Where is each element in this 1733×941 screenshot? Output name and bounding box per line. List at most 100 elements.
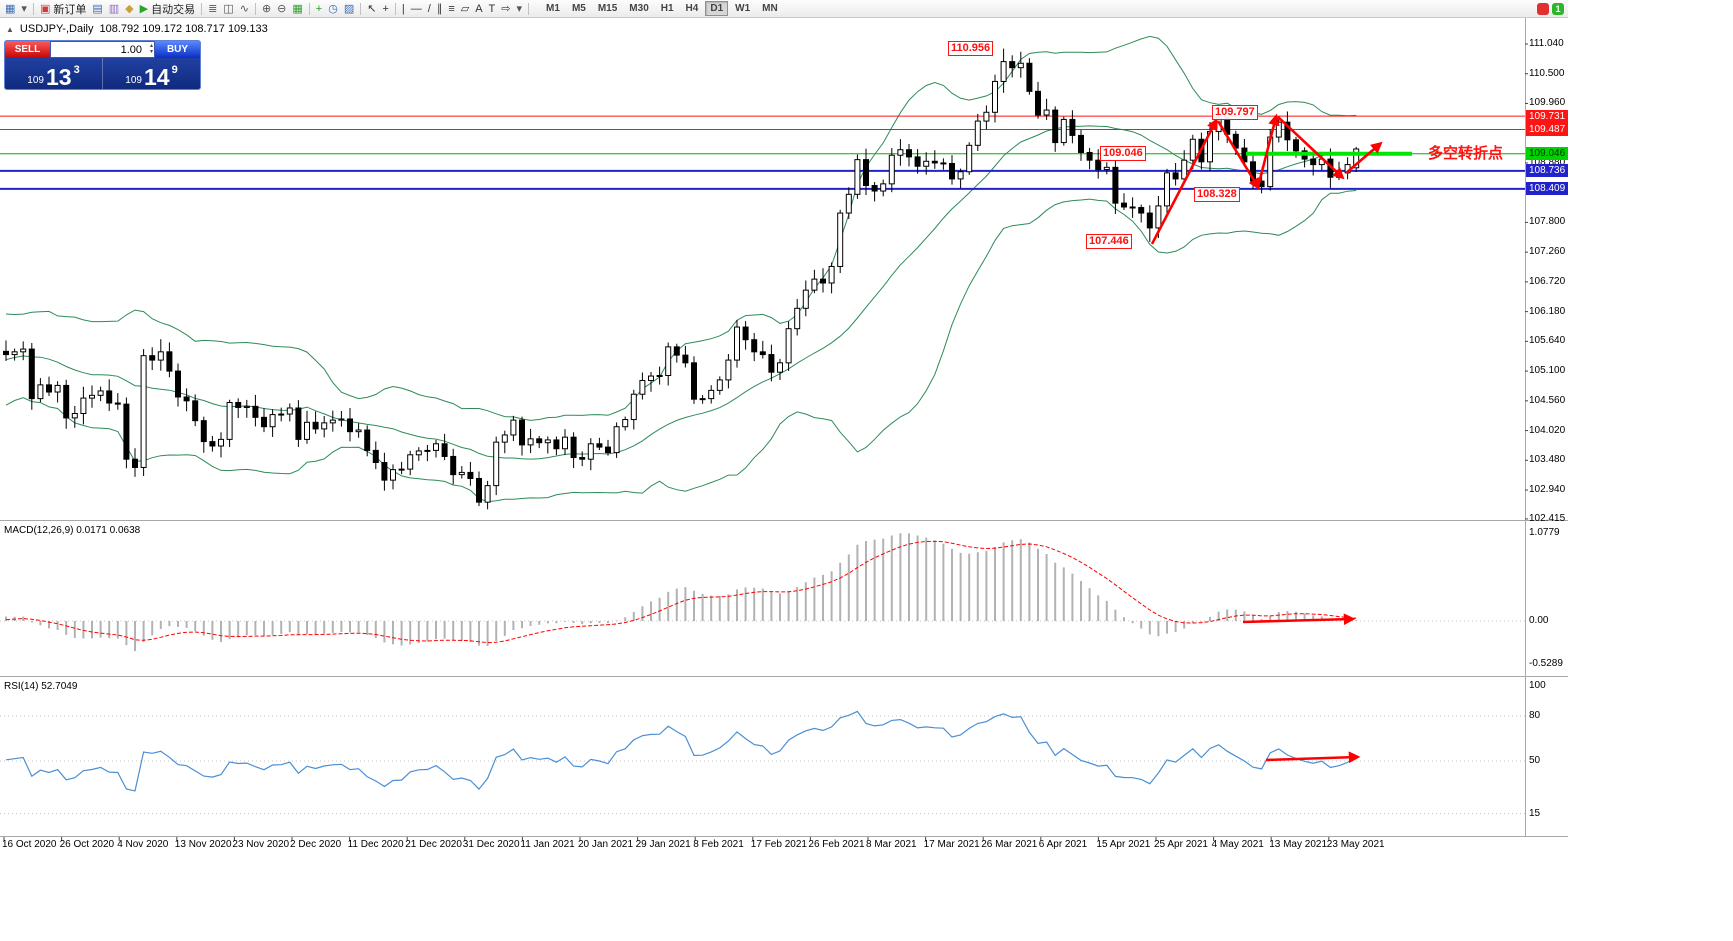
line-chart-icon-glyph: ∿ — [239, 2, 249, 15]
trendline-icon[interactable]: / — [425, 1, 434, 17]
timeframe-h4-button[interactable]: H4 — [685, 3, 699, 14]
autotrading-glyph: ▶ — [139, 2, 149, 15]
panel-splitter[interactable] — [0, 835, 1568, 839]
sell-price-display[interactable]: 109 13 3 — [5, 58, 103, 90]
price-badge: 108.736 — [1526, 164, 1569, 178]
arrows-tool-icon[interactable]: ⇨ — [498, 1, 513, 17]
line-chart-icon[interactable]: ∿ — [237, 1, 252, 17]
indicators-icon[interactable]: + — [313, 1, 325, 17]
macd-signal-line — [5, 540, 1357, 644]
price-annotation: 108.328 — [1194, 187, 1240, 202]
vertical-line-icon[interactable]: | — [399, 1, 408, 17]
time-axis-label: 25 Apr 2021 — [1154, 839, 1208, 850]
panel-splitter[interactable] — [0, 675, 1568, 679]
timeframe-d1-button[interactable]: D1 — [705, 1, 729, 16]
timeframe-m1-button[interactable]: M1 — [546, 3, 560, 14]
indicators-icon-glyph: + — [315, 2, 323, 15]
zoom-out-icon[interactable]: ⊖ — [274, 1, 289, 17]
timeframe-h1-button[interactable]: H1 — [660, 3, 674, 14]
buy-price-prefix: 109 — [125, 75, 142, 86]
text-label-icon[interactable]: T — [486, 1, 499, 17]
cursor-icon[interactable]: ↖ — [364, 1, 379, 17]
timeframe-m30-button[interactable]: M30 — [629, 3, 649, 14]
price-axis-label: 108.880 — [1529, 156, 1566, 168]
ohlc-readout: 108.792 109.172 108.717 109.133 — [99, 23, 268, 35]
sell-price-big-digits: 13 — [45, 64, 72, 90]
zoom-in-icon[interactable]: ⊕ — [259, 1, 274, 17]
toolbar-separator — [360, 2, 362, 15]
symbol-timeframe-label: USDJPY-,Daily — [19, 23, 94, 35]
panel-splitter[interactable] — [0, 519, 1568, 523]
chart-header: ▲ USDJPY-,Daily 108.792 109.172 108.717 … — [6, 23, 268, 35]
timeframe-w1-button[interactable]: W1 — [735, 3, 751, 14]
volume-input[interactable]: 1.00 ▴ ▾ — [50, 41, 155, 58]
time-axis-label: 15 Apr 2021 — [1096, 839, 1151, 850]
text-icon[interactable]: A — [472, 1, 485, 17]
macd-scale-label: 0.00 — [1529, 615, 1549, 626]
new-chart-icon[interactable]: ▦ — [2, 1, 18, 17]
notification-badge[interactable]: 1 — [1552, 3, 1564, 15]
time-axis-label: 13 Nov 2020 — [174, 839, 232, 850]
time-axis-label: 26 Oct 2020 — [59, 839, 115, 850]
sell-button[interactable]: SELL — [5, 41, 50, 58]
crosshair-icon[interactable]: + — [379, 1, 391, 17]
profiles-icon[interactable]: ▥ — [106, 1, 122, 17]
timeframe-m15-button[interactable]: M15 — [597, 3, 618, 14]
tile-windows-icon-glyph: ▦ — [292, 2, 303, 15]
equidistant-channel-icon[interactable]: ∥ — [434, 1, 446, 17]
crosshair-icon-glyph: + — [382, 2, 389, 15]
toolbar-separator — [201, 2, 203, 15]
trend-arrows[interactable] — [1150, 113, 1383, 764]
price-axis-label: 102.940 — [1529, 484, 1566, 496]
alerts-icon-glyph: ◆ — [125, 2, 134, 15]
chart-window-icon-glyph: ▤ — [92, 2, 103, 15]
time-axis-label: 8 Mar 2021 — [866, 839, 917, 850]
new-order-button-label: 新订单 — [53, 3, 87, 16]
time-axis-label: 13 May 2021 — [1269, 839, 1328, 850]
time-axis-label: 23 Nov 2020 — [232, 839, 290, 850]
time-axis-label: 16 Oct 2020 — [2, 839, 57, 850]
tools-dropdown-caret-icon[interactable]: ▾ — [514, 1, 526, 17]
candlestick-chart-icon[interactable]: ◫ — [220, 1, 236, 17]
price-annotation: 107.446 — [1086, 234, 1132, 249]
timeframe-m5-button[interactable]: M5 — [571, 3, 586, 14]
rsi-scale-label: 50 — [1529, 755, 1541, 766]
volume-up-icon[interactable]: ▴ — [149, 43, 153, 49]
alert-status-icon[interactable] — [1537, 3, 1549, 15]
timeframe-mn-button[interactable]: MN — [762, 3, 778, 14]
equidistant-channel-icon-glyph: ∥ — [436, 2, 443, 15]
chart-dropdown-caret-icon[interactable]: ▾ — [18, 1, 30, 17]
templates-icon[interactable]: ▨ — [341, 1, 357, 17]
time-axis-label: 31 Dec 2020 — [462, 839, 520, 850]
new-order-button[interactable]: ▣ 新订单 — [37, 1, 89, 17]
autotrading-button[interactable]: ▶ 自动交易 — [137, 1, 198, 17]
price-annotation: 109.797 — [1212, 105, 1258, 120]
zoom-in-icon-glyph: ⊕ — [261, 2, 272, 15]
turning-point-callout: 多空转折点 — [1428, 145, 1504, 162]
toolbar-separator — [32, 2, 34, 15]
volume-stepper[interactable]: ▴ ▾ — [150, 43, 153, 55]
tile-windows-icon[interactable]: ▦ — [289, 1, 305, 17]
one-click-toggle-icon[interactable]: ▲ — [6, 24, 14, 34]
price-axis-label: 105.100 — [1529, 365, 1566, 377]
toolbar-separator — [394, 2, 396, 15]
rsi-line — [5, 710, 1357, 792]
timeframe-toolbar: M1 M5 M15 M30 H1 H4 D1 W1 MN — [540, 1, 784, 16]
fibonacci-icon[interactable]: ≡ — [445, 1, 457, 17]
new-chart-icon-glyph: ▦ — [5, 2, 16, 15]
price-annotation: 109.046 — [1100, 146, 1146, 161]
volume-down-icon[interactable]: ▾ — [149, 49, 153, 55]
periods-icon-glyph: ◷ — [328, 2, 338, 15]
buy-button[interactable]: BUY — [155, 41, 200, 58]
horizontal-line-icon[interactable]: — — [408, 1, 425, 17]
shapes-icon[interactable]: ▱ — [458, 1, 472, 17]
chart-window-icon[interactable]: ▤ — [89, 1, 105, 17]
buy-price-display[interactable]: 109 14 9 — [103, 58, 200, 89]
toolbar-items-group: ▦ ▾ ▣ 新订单 ▤ ▥ ◆ ▶ 自动交易 ≣ ◫ ∿ ⊕ ⊖ ▦ + ◷ ▨ ↖ + | — / ∥ ≡ ▱ A T ⇨ ▾ — [2, 1, 532, 17]
alerts-icon[interactable]: ◆ — [122, 1, 136, 17]
sell-price-prefix: 109 — [27, 75, 44, 86]
bar-chart-icon[interactable]: ≣ — [205, 1, 220, 17]
periods-icon[interactable]: ◷ — [325, 1, 341, 17]
